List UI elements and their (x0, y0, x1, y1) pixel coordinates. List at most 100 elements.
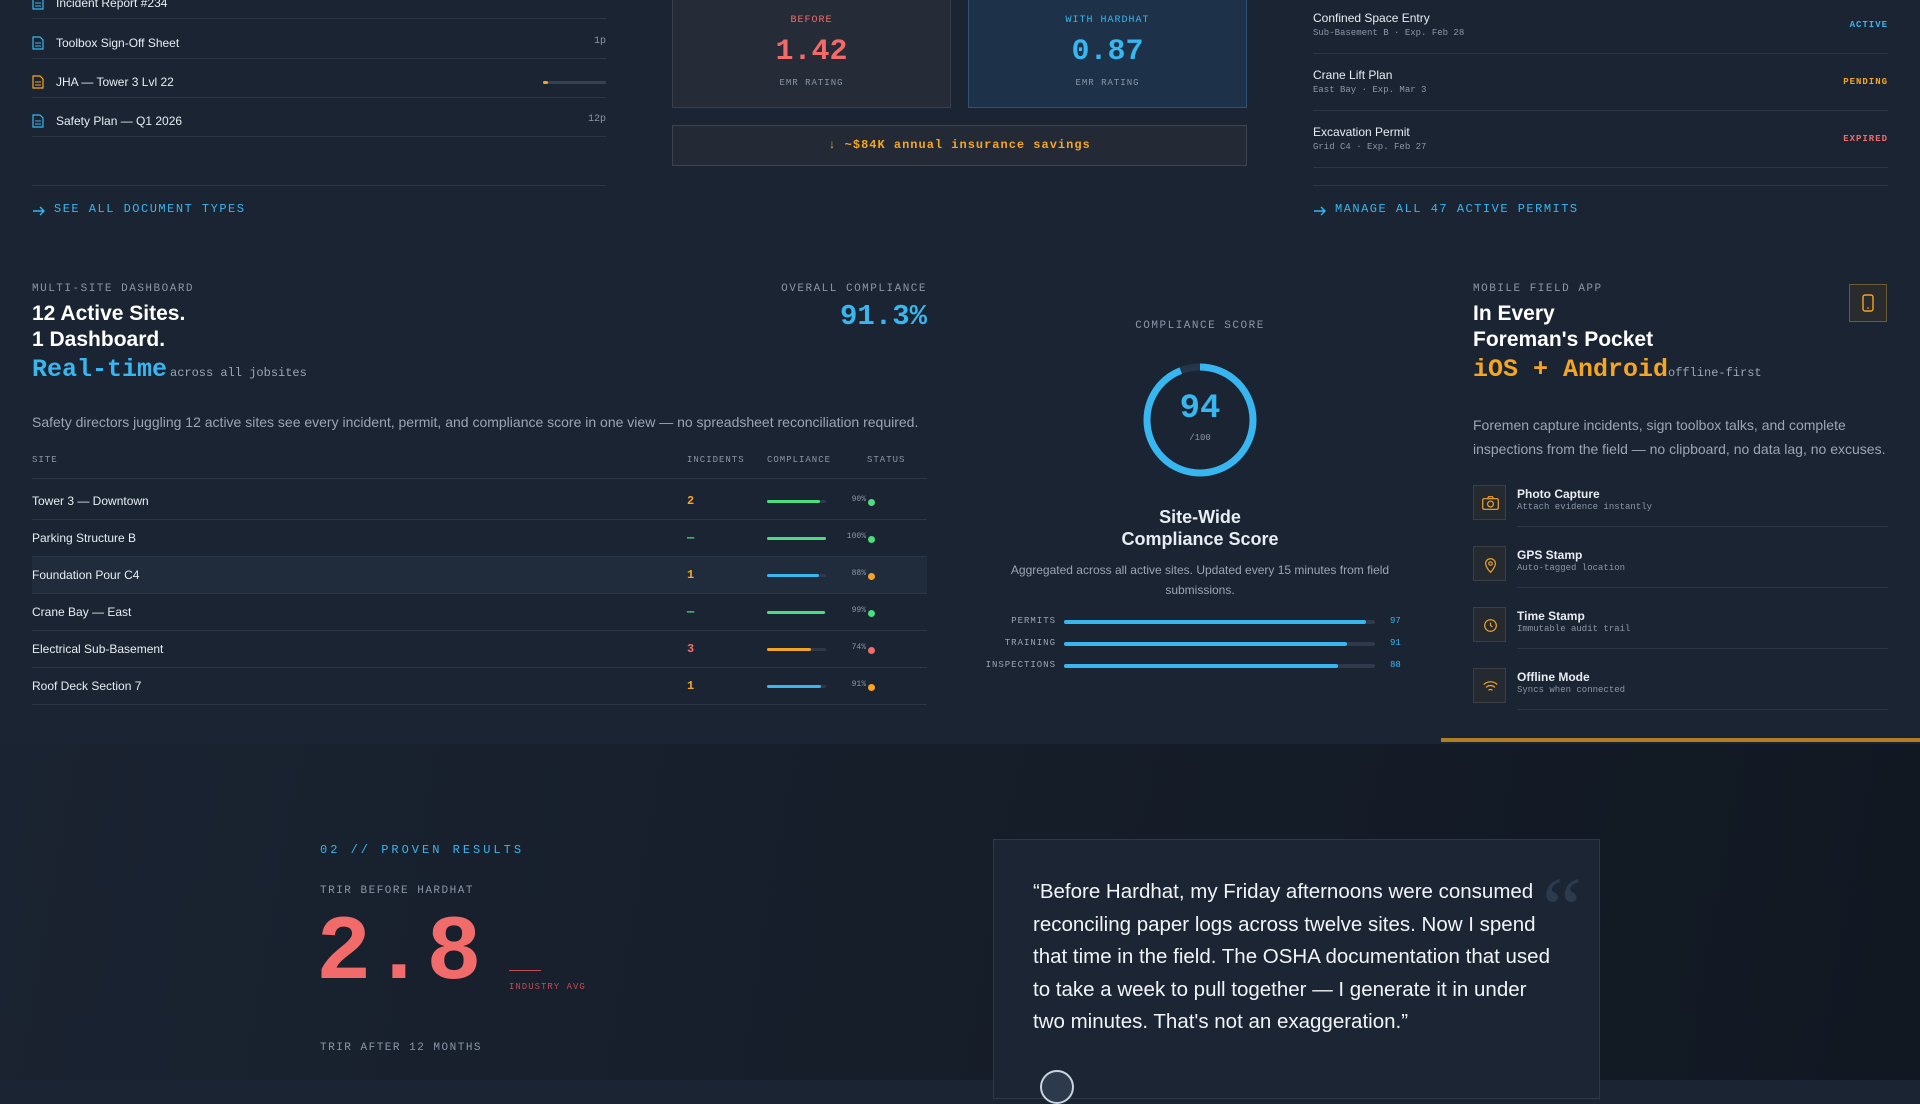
bar-name: TRAINING (1004, 638, 1056, 648)
feature-icon (1473, 546, 1506, 581)
feature-title: Offline Mode (1517, 670, 1590, 684)
score-title: Compliance Score (1121, 529, 1279, 549)
feature-icon (1473, 607, 1506, 642)
trir-label: TRIR BEFORE HARDHAT (320, 885, 474, 897)
divider (1517, 526, 1888, 527)
feature-title: Photo Capture (1517, 487, 1600, 501)
link-icon (32, 204, 46, 222)
emr-value: 0.87 (1071, 35, 1144, 69)
industry-line (509, 970, 541, 971)
feature-icon (1473, 485, 1506, 520)
divider (32, 630, 927, 631)
emr-card: WITH HARDHAT 0.87 EMR RATING (968, 0, 1247, 108)
status-dot (868, 610, 875, 617)
bar-track (767, 648, 826, 651)
doc-name: Toolbox Sign-Off Sheet (56, 36, 180, 50)
divider (32, 556, 927, 557)
score-ring (1140, 360, 1260, 485)
permit-detail: Sub-Basement B · Exp. Feb 28 (1313, 28, 1465, 38)
emr-caption: EMR RATING (779, 78, 844, 88)
eyebrow: MOBILE FIELD APP (1473, 283, 1603, 295)
doc-name: JHA — Tower 3 Lvl 22 (56, 75, 174, 89)
description: Safety directors juggling 12 active site… (32, 414, 919, 430)
score-max: /100 (1189, 433, 1211, 443)
bar-value: 97 (1390, 616, 1401, 626)
doc-name: Incident Report #234 (56, 0, 168, 10)
divider (32, 519, 927, 520)
bar (1064, 620, 1366, 624)
divider (1517, 648, 1888, 649)
status-dot (868, 573, 875, 580)
incidents: 3 (687, 642, 695, 656)
site: Foundation Pour C4 (32, 568, 140, 582)
divider (32, 18, 606, 19)
doc-pages: 1p (593, 36, 606, 47)
bar-value: 88 (1390, 660, 1401, 670)
doc-icon (32, 114, 44, 133)
bar (767, 685, 821, 688)
site: Electrical Sub-Basement (32, 642, 164, 656)
quote-mark: “ (1542, 860, 1582, 959)
overall-value: 91.3% (839, 300, 927, 333)
incidents: 2 (687, 494, 695, 508)
phone-icon (1849, 284, 1887, 322)
emr-caption: EMR RATING (1075, 78, 1140, 88)
title: 1 Dashboard. (32, 328, 166, 351)
bar-track (767, 574, 826, 577)
bar-track (1064, 664, 1375, 668)
link[interactable]: MANAGE ALL 47 ACTIVE PERMITS (1335, 202, 1579, 216)
emr-label: BEFORE (790, 15, 833, 26)
score-title: Site-Wide (1159, 507, 1241, 527)
status-dot (868, 684, 875, 691)
divider (1517, 709, 1888, 710)
divider (32, 593, 927, 594)
eyebrow: MULTI-SITE DASHBOARD (32, 283, 195, 295)
link[interactable]: SEE ALL DOCUMENT TYPES (54, 202, 246, 216)
savings: ↓ ~$84K annual insurance savings (828, 138, 1091, 152)
status-dot (868, 499, 875, 506)
feature-subtitle: Auto-tagged location (1517, 563, 1626, 573)
incidents: 1 (687, 679, 695, 693)
divider (32, 136, 606, 137)
doc-icon (32, 0, 44, 15)
quote-text: “Before Hardhat, my Friday afternoons we… (1033, 880, 1550, 1033)
ring (1143, 363, 1257, 477)
doc-icon (32, 36, 44, 55)
link-icon (1313, 204, 1327, 222)
progress-fill (543, 81, 549, 84)
site: Tower 3 — Downtown (32, 494, 149, 508)
title: 12 Active Sites. (32, 302, 186, 325)
bar (767, 574, 819, 577)
divider (32, 58, 606, 59)
incidents: — (687, 605, 695, 619)
bar-track (1064, 642, 1375, 646)
site: Roof Deck Section 7 (32, 679, 142, 693)
doc-name: Safety Plan — Q1 2026 (56, 114, 183, 128)
divider (1313, 110, 1888, 111)
divider (32, 704, 927, 705)
pct: 74% (851, 643, 866, 652)
permit-status: EXPIRED (1843, 134, 1888, 144)
feature-subtitle: Immutable audit trail (1517, 624, 1631, 634)
table-header: COMPLIANCE (767, 455, 832, 465)
permit-name: Crane Lift Plan (1313, 68, 1393, 82)
emr-value: 1.42 (775, 35, 848, 69)
bar (767, 648, 811, 651)
avatar (1040, 1070, 1074, 1104)
doc-icon (32, 75, 44, 94)
feature-icon (1473, 668, 1506, 703)
industry: INDUSTRY AVG (509, 982, 586, 992)
bar (1064, 664, 1338, 668)
highlight: Real-time (32, 355, 168, 384)
table-header: STATUS (867, 455, 906, 465)
score-desc: Aggregated across all active sites. Upda… (1010, 563, 1390, 597)
bar-name: PERMITS (1011, 616, 1056, 626)
emr-label: WITH HARDHAT (1065, 15, 1150, 26)
score-label: COMPLIANCE SCORE (1135, 320, 1265, 332)
score-value: 94 (1179, 390, 1221, 428)
bar (767, 537, 826, 540)
overall-label: OVERALL COMPLIANCE (781, 283, 927, 295)
savings-box: ↓ ~$84K annual insurance savings (672, 125, 1247, 166)
divider (1313, 167, 1888, 168)
site: Crane Bay — East (32, 605, 132, 619)
